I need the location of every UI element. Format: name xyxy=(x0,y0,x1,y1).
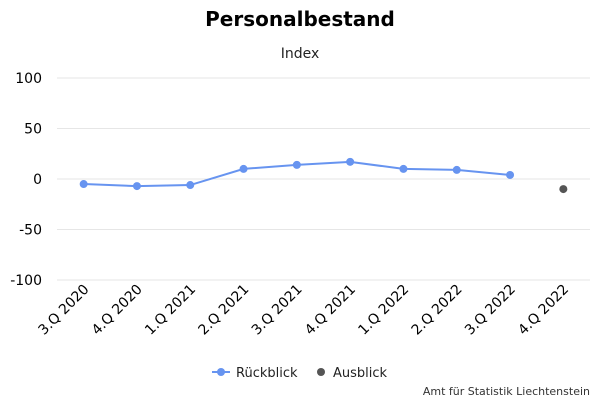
data-point[interactable] xyxy=(559,185,568,194)
x-tick-label: 3.Q 2022 xyxy=(462,282,519,339)
data-point[interactable] xyxy=(132,182,141,191)
x-tick-label: 4.Q 2021 xyxy=(302,282,359,339)
legend-label-ausblick: Ausblick xyxy=(333,366,388,381)
data-point[interactable] xyxy=(292,160,301,169)
data-point[interactable] xyxy=(186,181,195,190)
data-point[interactable] xyxy=(506,170,515,179)
x-tick-label: 2.Q 2022 xyxy=(409,282,466,339)
y-tick-label: -50 xyxy=(19,223,42,239)
legend-item-ausblick[interactable]: Ausblick xyxy=(317,366,388,381)
series-layer xyxy=(79,157,568,194)
legend: Rückblick Ausblick xyxy=(212,366,388,381)
legend-label-rueckblick: Rückblick xyxy=(236,366,298,381)
data-point[interactable] xyxy=(239,164,248,173)
legend-marker-dot xyxy=(217,368,225,376)
data-point[interactable] xyxy=(399,164,408,173)
y-tick-label: 50 xyxy=(24,122,42,138)
legend-item-rueckblick[interactable]: Rückblick xyxy=(212,366,298,381)
x-tick-label: 3.Q 2020 xyxy=(36,282,93,339)
y-tick-label: 0 xyxy=(33,172,42,188)
x-tick-label: 1.Q 2022 xyxy=(355,282,412,339)
x-tick-label: 4.Q 2020 xyxy=(89,282,146,339)
data-point[interactable] xyxy=(346,157,355,166)
chart-subtitle: Index xyxy=(281,46,320,62)
legend-marker-dot xyxy=(317,368,325,376)
y-tick-label: 100 xyxy=(15,71,42,87)
data-point[interactable] xyxy=(79,180,88,189)
y-tick-label: -100 xyxy=(10,273,42,289)
y-axis-ticks: 100 50 0 -50 -100 xyxy=(10,71,42,289)
x-tick-label: 2.Q 2021 xyxy=(195,282,252,339)
x-tick-label: 1.Q 2021 xyxy=(142,282,199,339)
x-tick-label: 3.Q 2021 xyxy=(249,282,306,339)
chart-credit[interactable]: Amt für Statistik Liechtenstein xyxy=(423,385,590,398)
gridlines xyxy=(57,77,590,281)
data-point[interactable] xyxy=(452,165,461,174)
x-tick-label: 4.Q 2022 xyxy=(515,282,572,339)
chart-title: Personalbestand xyxy=(205,7,395,31)
